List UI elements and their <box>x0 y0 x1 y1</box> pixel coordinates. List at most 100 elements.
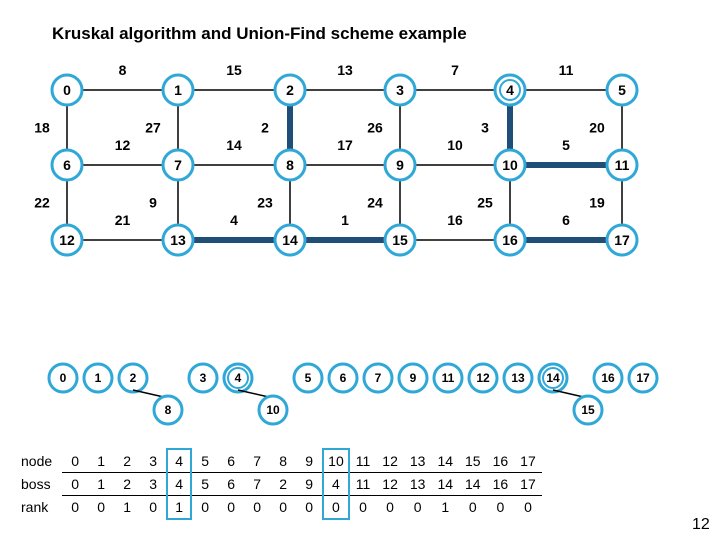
uf-rank-cell: 0 <box>514 496 542 519</box>
svg-text:23: 23 <box>257 195 273 211</box>
svg-text:6: 6 <box>63 157 71 173</box>
uf-node-cell: 5 <box>192 450 218 473</box>
uf-rank-cell: 1 <box>431 496 459 519</box>
svg-text:4: 4 <box>235 371 242 385</box>
uf-boss-cell: 14 <box>431 473 459 496</box>
uf-boss-cell: 9 <box>296 473 322 496</box>
uf-rank-cell: 0 <box>62 496 88 519</box>
svg-text:1: 1 <box>341 212 349 228</box>
uf-rank-cell: 0 <box>322 496 350 519</box>
svg-text:6: 6 <box>340 371 347 385</box>
svg-text:24: 24 <box>367 195 383 211</box>
uf-node-cell: 8 <box>270 450 296 473</box>
svg-text:0: 0 <box>60 371 67 385</box>
uf-rank-cell: 0 <box>459 496 487 519</box>
uf-rank-cell: 0 <box>244 496 270 519</box>
uf-rank-cell: 0 <box>270 496 296 519</box>
svg-text:1: 1 <box>174 82 182 98</box>
svg-text:15: 15 <box>392 232 408 248</box>
svg-text:9: 9 <box>396 157 404 173</box>
svg-text:2: 2 <box>286 82 294 98</box>
uf-node-cell: 13 <box>404 450 432 473</box>
svg-text:10: 10 <box>447 137 463 153</box>
svg-text:3: 3 <box>481 120 489 136</box>
svg-text:21: 21 <box>115 212 131 228</box>
svg-text:1: 1 <box>95 371 102 385</box>
uf-rank-cell: 0 <box>376 496 404 519</box>
svg-text:15: 15 <box>226 62 242 78</box>
uf-boss-cell: 1 <box>88 473 114 496</box>
uf-node-cell: 16 <box>487 450 515 473</box>
svg-text:10: 10 <box>502 157 518 173</box>
uf-node-cell: 10 <box>322 450 350 473</box>
svg-text:7: 7 <box>375 371 382 385</box>
svg-text:2: 2 <box>130 371 137 385</box>
uf-header-rank: rank <box>15 496 62 519</box>
uf-boss-cell: 7 <box>244 473 270 496</box>
uf-boss-cell: 4 <box>322 473 350 496</box>
svg-text:3: 3 <box>200 371 207 385</box>
svg-text:16: 16 <box>502 232 518 248</box>
uf-rank-cell: 0 <box>487 496 515 519</box>
uf-rank-cell: 1 <box>166 496 192 519</box>
svg-text:17: 17 <box>614 232 630 248</box>
svg-text:6: 6 <box>562 212 570 228</box>
svg-text:12: 12 <box>59 232 75 248</box>
svg-text:3: 3 <box>396 82 404 98</box>
uf-boss-cell: 5 <box>192 473 218 496</box>
uf-boss-cell: 0 <box>62 473 88 496</box>
uf-boss-cell: 12 <box>376 473 404 496</box>
svg-text:16: 16 <box>601 371 615 385</box>
svg-text:8: 8 <box>165 403 172 417</box>
uf-node-cell: 2 <box>114 450 140 473</box>
svg-text:8: 8 <box>286 157 294 173</box>
svg-text:11: 11 <box>559 62 574 78</box>
svg-text:22: 22 <box>34 195 50 211</box>
uf-boss-cell: 2 <box>270 473 296 496</box>
svg-text:11: 11 <box>615 157 630 173</box>
svg-text:14: 14 <box>226 137 242 153</box>
graph-diagram: 8151371112141710521411661827226320229232… <box>0 0 720 440</box>
union-find-table: node01234567891011121314151617 boss01234… <box>15 450 542 518</box>
uf-node-cell: 6 <box>218 450 244 473</box>
svg-text:13: 13 <box>170 232 186 248</box>
uf-node-cell: 7 <box>244 450 270 473</box>
svg-text:27: 27 <box>145 120 161 136</box>
uf-boss-cell: 2 <box>114 473 140 496</box>
uf-node-cell: 9 <box>296 450 322 473</box>
uf-node-cell: 3 <box>140 450 166 473</box>
svg-text:9: 9 <box>410 371 417 385</box>
svg-text:20: 20 <box>589 120 605 136</box>
svg-text:14: 14 <box>282 232 298 248</box>
svg-text:13: 13 <box>337 62 353 78</box>
svg-text:17: 17 <box>337 137 353 153</box>
uf-boss-cell: 6 <box>218 473 244 496</box>
uf-rank-cell: 0 <box>140 496 166 519</box>
uf-node-cell: 15 <box>459 450 487 473</box>
svg-text:0: 0 <box>63 82 71 98</box>
svg-text:11: 11 <box>442 371 455 385</box>
svg-text:5: 5 <box>618 82 626 98</box>
uf-rank-cell: 0 <box>218 496 244 519</box>
svg-text:12: 12 <box>476 371 490 385</box>
svg-text:18: 18 <box>34 120 50 136</box>
uf-header-boss: boss <box>15 473 62 496</box>
svg-text:8: 8 <box>119 62 127 78</box>
svg-text:7: 7 <box>451 62 459 78</box>
svg-text:10: 10 <box>266 403 280 417</box>
uf-boss-cell: 16 <box>487 473 515 496</box>
uf-rank-cell: 0 <box>404 496 432 519</box>
uf-boss-cell: 4 <box>166 473 192 496</box>
uf-boss-cell: 3 <box>140 473 166 496</box>
uf-rank-cell: 1 <box>114 496 140 519</box>
uf-rank-cell: 0 <box>192 496 218 519</box>
svg-text:25: 25 <box>477 195 493 211</box>
svg-text:14: 14 <box>546 371 560 385</box>
uf-boss-cell: 17 <box>514 473 542 496</box>
uf-boss-cell: 11 <box>350 473 377 496</box>
svg-text:17: 17 <box>636 371 650 385</box>
svg-text:12: 12 <box>115 137 131 153</box>
svg-text:4: 4 <box>230 212 238 228</box>
svg-text:16: 16 <box>447 212 463 228</box>
uf-node-cell: 17 <box>514 450 542 473</box>
